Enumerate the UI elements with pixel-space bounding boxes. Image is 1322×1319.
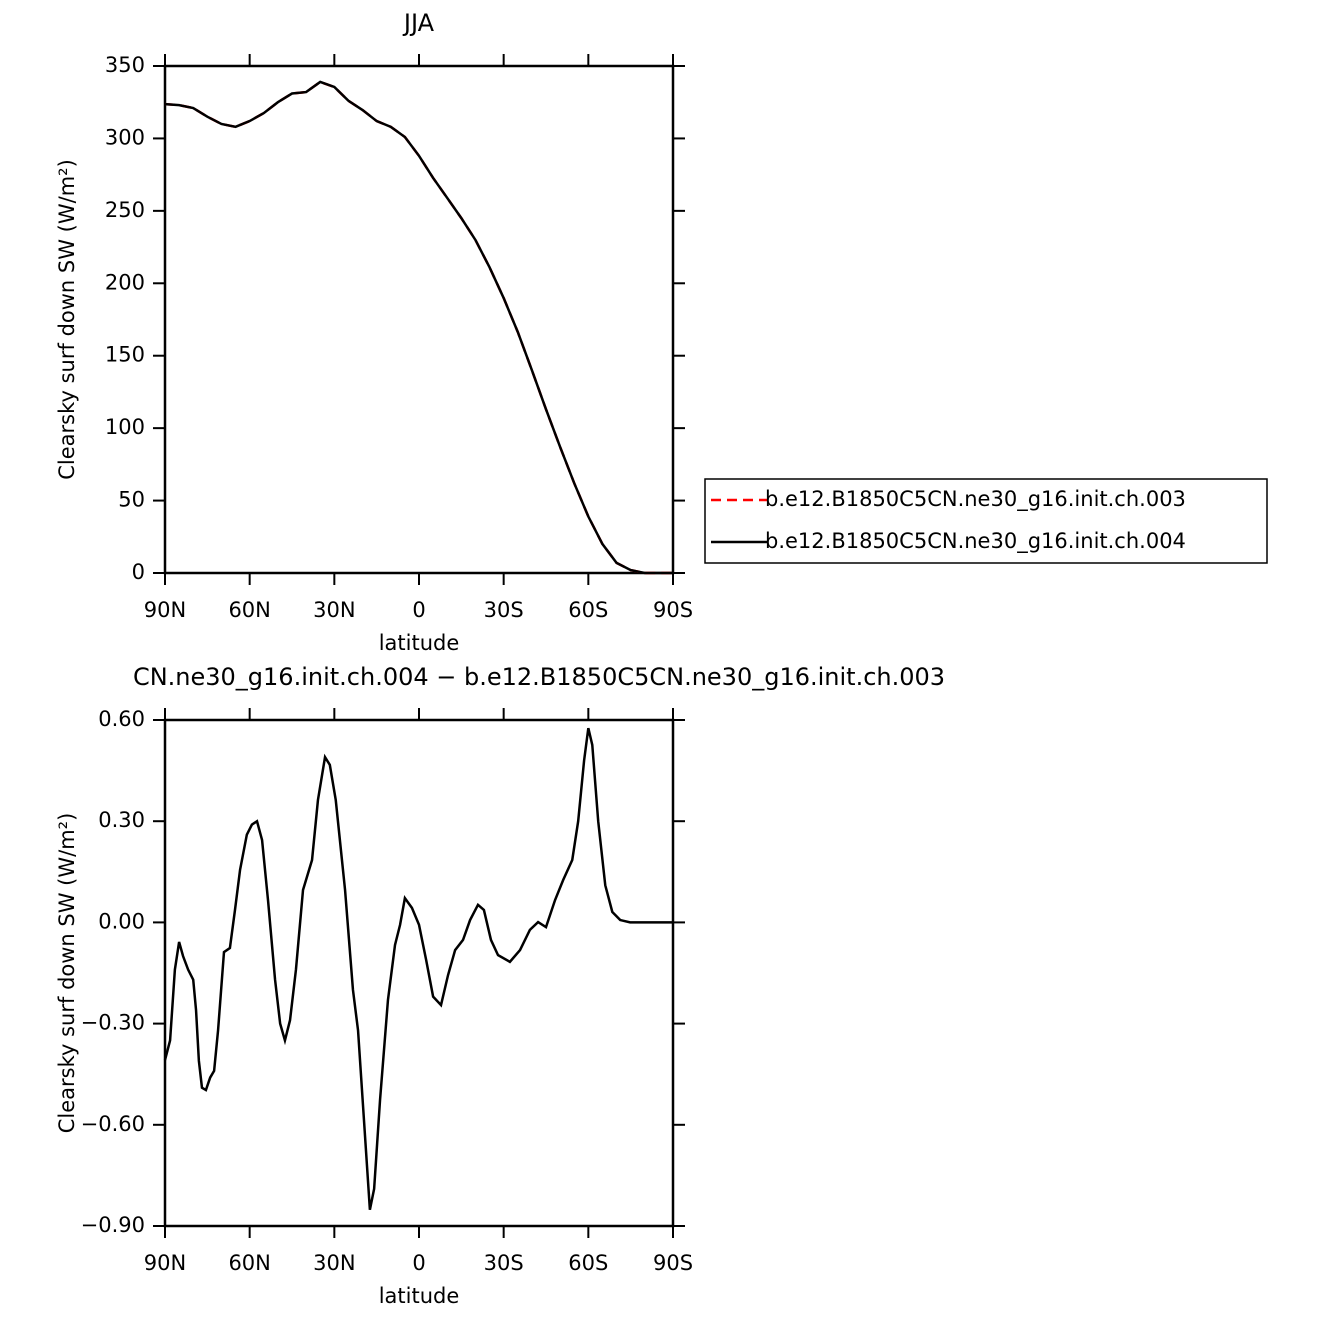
y-tick-label: 0.60 [98, 707, 145, 731]
x-tick-label: 90N [144, 598, 186, 622]
x-tick-label: 90S [653, 598, 693, 622]
data-line [163, 727, 673, 1211]
plot-frame [163, 64, 675, 575]
y-tick-label: 50 [118, 488, 145, 512]
y-tick-label: 300 [105, 125, 145, 149]
y-tick-label: 0 [132, 560, 145, 584]
x-tick-label: 60S [568, 598, 608, 622]
y-axis-label: Clearsky surf down SW (W/m²) [55, 159, 79, 480]
x-tick-label: 90S [653, 1251, 693, 1275]
x-tick-label: 0 [412, 1251, 425, 1275]
x-tick-label: 60S [568, 1251, 608, 1275]
y-tick-label: 100 [105, 415, 145, 439]
x-tick-label: 60N [228, 598, 270, 622]
x-tick-label: 30N [313, 598, 355, 622]
y-tick-label: −0.60 [81, 1112, 145, 1136]
legend-label: b.e12.B1850C5CN.ne30_g16.init.ch.004 [765, 529, 1186, 554]
y-tick-label: 350 [105, 53, 145, 77]
x-axis-label: latitude [379, 631, 460, 655]
y-tick-label: −0.90 [81, 1213, 145, 1237]
y-tick-label: −0.30 [81, 1011, 145, 1035]
legend-box [704, 478, 1268, 564]
y-tick-label: 150 [105, 343, 145, 367]
chart-title: CN.ne30_g16.init.ch.004 − b.e12.B1850C5C… [133, 663, 945, 691]
x-tick-label: 60N [228, 1251, 270, 1275]
y-tick-label: 200 [105, 270, 145, 294]
y-tick-label: 0.30 [98, 808, 145, 832]
chart-title: JJA [402, 9, 435, 37]
x-tick-label: 30S [484, 598, 524, 622]
x-tick-label: 30S [484, 1251, 524, 1275]
x-tick-label: 90N [144, 1251, 186, 1275]
y-axis-label: Clearsky surf down SW (W/m²) [55, 813, 79, 1134]
x-tick-label: 30N [313, 1251, 355, 1275]
y-tick-label: 250 [105, 198, 145, 222]
x-axis-label: latitude [379, 1284, 460, 1308]
x-tick-label: 0 [412, 598, 425, 622]
legend-label: b.e12.B1850C5CN.ne30_g16.init.ch.003 [765, 487, 1186, 512]
y-tick-label: 0.00 [98, 909, 145, 933]
data-line [164, 80, 673, 575]
